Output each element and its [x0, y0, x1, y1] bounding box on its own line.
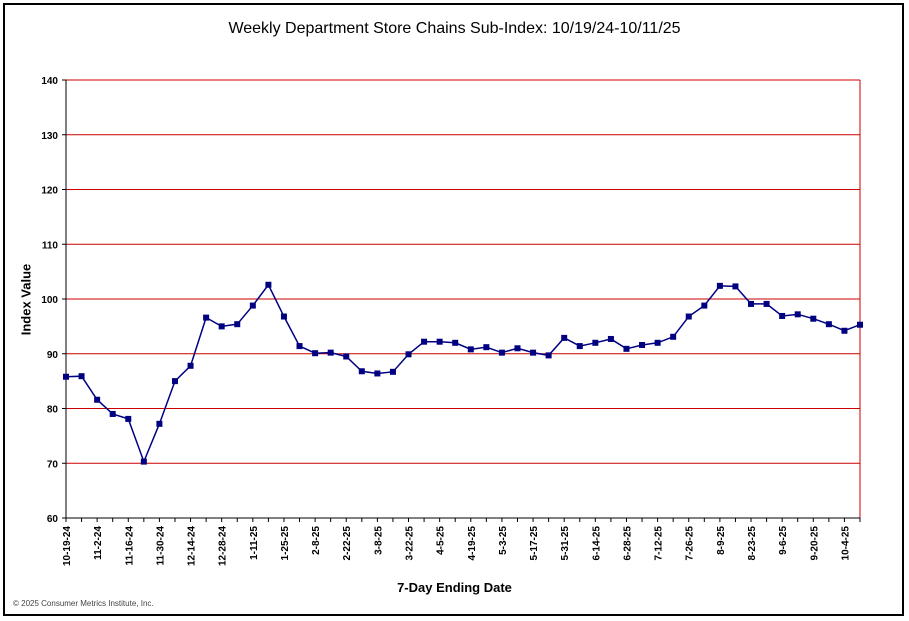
data-point: [716, 282, 723, 289]
data-point: [125, 415, 132, 422]
x-tick-label: 1-25-25: [280, 526, 291, 561]
data-point: [421, 338, 428, 345]
data-point: [436, 338, 443, 345]
data-point: [218, 323, 225, 330]
y-tick-label: 80: [47, 405, 59, 416]
data-point: [670, 333, 677, 340]
data-point: [280, 313, 287, 320]
data-point: [203, 314, 210, 321]
data-point: [94, 396, 101, 403]
data-point: [234, 321, 241, 328]
x-tick-label: 3-8-25: [373, 526, 384, 555]
x-tick-label: 11-30-24: [155, 526, 166, 566]
y-tick-label: 140: [41, 76, 58, 87]
x-tick-label: 1-11-25: [249, 526, 260, 560]
data-point: [857, 321, 863, 328]
series-line: [65, 283, 861, 464]
data-point: [825, 321, 832, 328]
data-point: [530, 349, 537, 356]
x-axis-label: 7-Day Ending Date: [397, 580, 512, 595]
x-tick-label: 10-4-25: [840, 526, 851, 561]
data-point: [685, 313, 692, 320]
data-point: [265, 281, 272, 288]
y-tick-label: 110: [42, 240, 59, 251]
data-point: [452, 339, 459, 346]
x-tick-label: 10-19-24: [62, 526, 73, 566]
data-point: [545, 352, 552, 359]
y-tick-label: 130: [41, 131, 58, 142]
data-point: [171, 378, 178, 385]
x-tick-label: 6-14-25: [591, 526, 602, 561]
data-point: [140, 458, 147, 465]
y-tick-label: 120: [41, 186, 58, 197]
x-tick-label: 2-22-25: [342, 526, 353, 561]
data-point: [63, 373, 69, 380]
data-point: [467, 346, 474, 353]
data-point: [763, 300, 770, 307]
x-tick-label: 4-19-25: [467, 526, 478, 561]
x-tick-label: 7-26-25: [685, 526, 696, 561]
x-tick-label: 5-31-25: [560, 526, 571, 561]
y-tick-label: 100: [41, 295, 58, 306]
x-tick-label: 8-9-25: [716, 526, 727, 555]
x-tick-label: 2-8-25: [311, 526, 322, 555]
x-tick-label: 9-20-25: [809, 526, 820, 561]
data-point: [514, 345, 521, 352]
data-point: [592, 339, 599, 346]
data-point: [654, 339, 661, 346]
x-tick-label: 11-16-24: [124, 526, 135, 566]
y-tick-label: 90: [47, 350, 59, 361]
chart-frame: [3, 3, 904, 616]
data-point: [312, 350, 319, 357]
data-point: [576, 343, 583, 350]
data-point: [623, 345, 630, 352]
x-tick-label: 6-28-25: [622, 526, 633, 561]
x-tick-label: 12-28-24: [218, 526, 229, 566]
data-point: [732, 283, 739, 290]
data-point: [794, 311, 801, 318]
data-point: [405, 351, 412, 358]
x-tick-label: 7-12-25: [654, 526, 665, 561]
data-point: [810, 315, 817, 322]
x-tick-label: 11-2-24: [93, 526, 104, 560]
data-point: [607, 335, 614, 342]
data-point: [701, 302, 708, 309]
x-tick-label: 5-3-25: [498, 526, 509, 555]
x-tick-label: 8-23-25: [747, 526, 758, 561]
data-point: [327, 349, 334, 356]
data-point: [561, 334, 568, 341]
data-point: [389, 368, 396, 375]
data-point: [779, 312, 786, 319]
y-tick-label: 60: [47, 514, 59, 525]
y-axis-label: Index Value: [18, 263, 34, 336]
data-point: [78, 373, 85, 380]
data-point: [358, 368, 365, 375]
data-point: [109, 410, 116, 417]
data-point: [296, 343, 303, 350]
data-point: [498, 349, 505, 356]
data-point: [156, 420, 163, 427]
x-tick-label: 12-14-24: [187, 526, 198, 566]
copyright-notice: © 2025 Consumer Metrics Institute, Inc.: [13, 599, 154, 608]
data-point: [639, 341, 646, 348]
x-tick-label: 5-17-25: [529, 526, 540, 561]
data-point: [187, 362, 194, 369]
data-point: [343, 353, 350, 360]
chart-title: Weekly Department Store Chains Sub-Index…: [228, 20, 681, 37]
y-tick-label: 70: [47, 459, 59, 470]
data-point: [483, 344, 490, 351]
data-point: [841, 327, 848, 334]
x-tick-label: 4-5-25: [436, 526, 447, 555]
data-point: [249, 302, 256, 309]
x-tick-label: 3-22-25: [405, 526, 416, 561]
x-tick-label: 9-6-25: [778, 526, 789, 555]
data-point: [748, 300, 755, 307]
data-point: [374, 370, 381, 377]
